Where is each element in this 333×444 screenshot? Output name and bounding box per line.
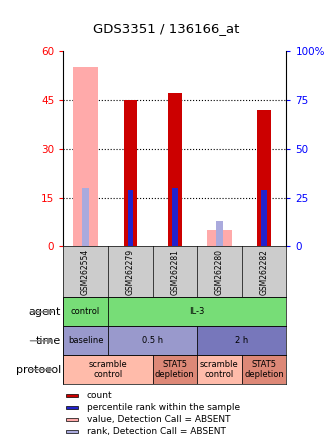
Bar — [197, 355, 242, 384]
Bar — [257, 110, 271, 246]
Text: count: count — [87, 391, 112, 400]
Text: time: time — [36, 336, 61, 346]
Text: STAT5
depletion: STAT5 depletion — [244, 360, 284, 379]
Text: IL-3: IL-3 — [189, 307, 205, 317]
Text: GSM262280: GSM262280 — [215, 249, 224, 295]
Bar — [108, 297, 286, 326]
Bar — [66, 394, 78, 397]
Bar — [108, 326, 197, 355]
Bar — [124, 100, 137, 246]
Text: control: control — [71, 307, 100, 317]
Bar — [197, 326, 286, 355]
Bar — [261, 190, 267, 246]
Text: rank, Detection Call = ABSENT: rank, Detection Call = ABSENT — [87, 427, 225, 436]
Bar — [66, 418, 78, 421]
Text: GDS3351 / 136166_at: GDS3351 / 136166_at — [93, 23, 240, 36]
Text: GSM262279: GSM262279 — [126, 249, 135, 295]
Text: scramble
control: scramble control — [200, 360, 239, 379]
Bar — [242, 355, 286, 384]
Text: agent: agent — [29, 307, 61, 317]
Bar — [66, 406, 78, 409]
Bar — [82, 188, 89, 246]
Text: STAT5
depletion: STAT5 depletion — [155, 360, 195, 379]
Bar — [207, 230, 232, 246]
Text: percentile rank within the sample: percentile rank within the sample — [87, 403, 240, 412]
Bar — [153, 355, 197, 384]
Text: GSM262282: GSM262282 — [259, 249, 269, 295]
Bar — [66, 430, 78, 433]
Text: GSM262554: GSM262554 — [81, 249, 90, 295]
Text: scramble
control: scramble control — [89, 360, 127, 379]
Text: protocol: protocol — [16, 365, 61, 375]
Bar — [128, 190, 133, 246]
Bar — [63, 326, 108, 355]
Text: GSM262281: GSM262281 — [170, 249, 179, 295]
Bar — [63, 297, 108, 326]
Text: baseline: baseline — [68, 336, 103, 345]
Bar — [172, 188, 177, 246]
Text: 2 h: 2 h — [235, 336, 248, 345]
Bar — [216, 221, 223, 246]
Bar — [63, 355, 153, 384]
Bar — [168, 93, 181, 246]
Text: 0.5 h: 0.5 h — [142, 336, 163, 345]
Bar — [73, 67, 98, 246]
Text: value, Detection Call = ABSENT: value, Detection Call = ABSENT — [87, 415, 230, 424]
